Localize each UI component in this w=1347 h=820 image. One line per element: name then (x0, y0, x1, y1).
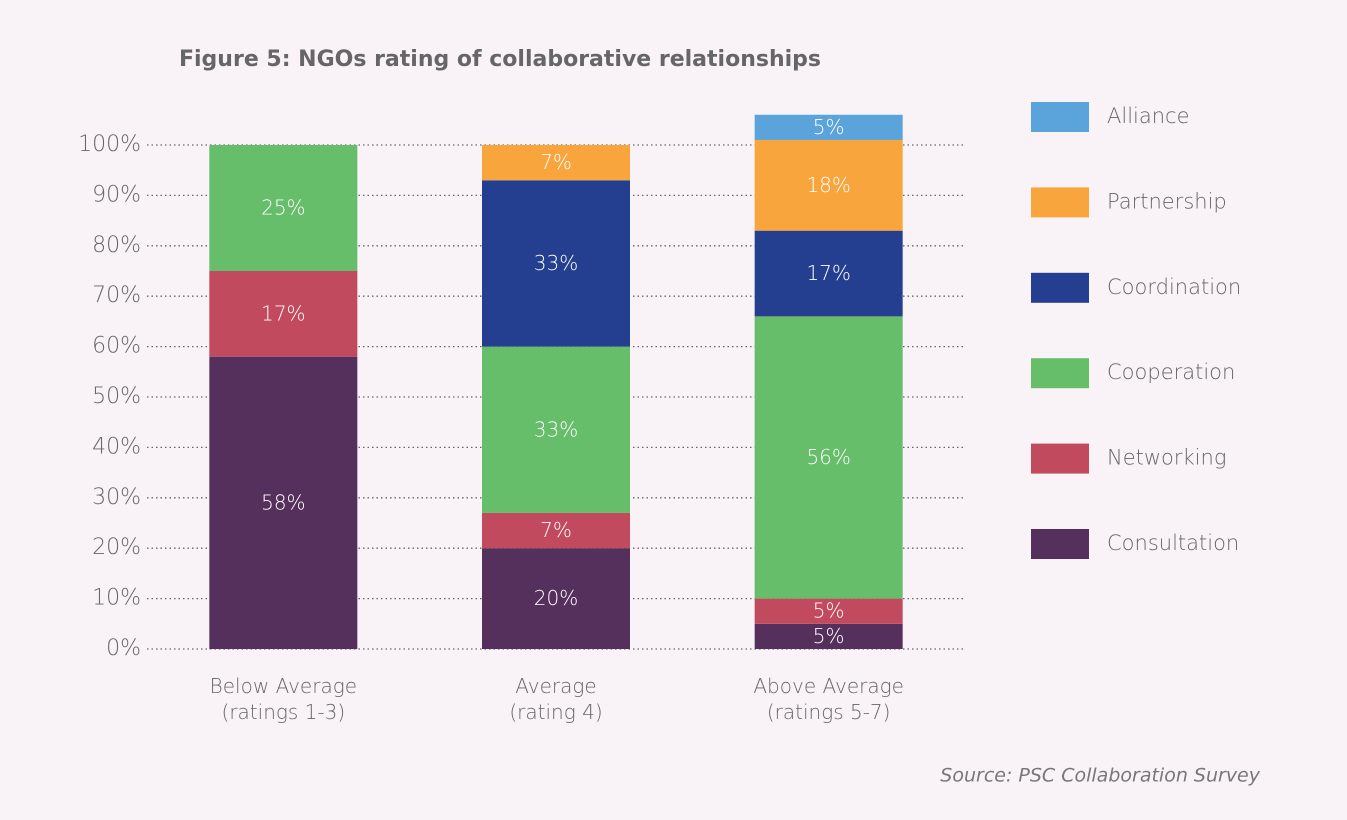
bar-segment (482, 512, 630, 549)
legend-label: Cooperation (1107, 360, 1235, 384)
data-label: 25% (261, 196, 305, 220)
legend-swatch (1031, 102, 1089, 132)
bar-segment (209, 356, 358, 649)
data-label: 7% (540, 150, 572, 174)
bar-segment (209, 271, 358, 357)
y-tick-label: 90% (92, 182, 141, 207)
bar-segment (754, 316, 903, 599)
y-tick-label: 30% (92, 485, 141, 510)
y-tick-label: 70% (92, 283, 141, 308)
legend-label: Coordination (1107, 275, 1241, 299)
source-note: Source: PSC Collaboration Survey (940, 765, 1260, 787)
y-tick-label: 60% (92, 334, 141, 359)
legend-swatch (1031, 272, 1089, 303)
legend-swatch (1031, 358, 1089, 389)
data-label: 7% (540, 518, 572, 542)
data-label: 58% (261, 490, 305, 514)
bar-segment (482, 180, 630, 347)
data-label: 33% (534, 417, 578, 441)
data-label: 18% (806, 173, 850, 197)
legend-label: Consultation (1107, 531, 1239, 555)
data-label: 33% (534, 251, 578, 275)
data-label: 20% (534, 586, 578, 610)
bar-segment (482, 145, 630, 181)
bar-segment (754, 230, 903, 317)
x-tick-label: Below Average (ratings 1-3) (209, 674, 357, 724)
bar-segment (482, 346, 630, 513)
legend-label: Networking (1107, 446, 1226, 470)
bar-segment (754, 623, 903, 649)
legend-swatch (1031, 187, 1089, 218)
data-label: 5% (813, 624, 845, 648)
y-tick-label: 0% (106, 636, 141, 661)
chart-title: Figure 5: NGOs rating of collaborative r… (179, 47, 821, 72)
data-label: 5% (813, 115, 845, 139)
legend-swatch (1031, 529, 1089, 559)
y-tick-label: 20% (92, 535, 141, 560)
bar-segment (754, 598, 903, 624)
legend-label: Alliance (1107, 104, 1190, 128)
y-tick-label: 100% (78, 132, 141, 157)
legend-label: Partnership (1107, 189, 1227, 213)
data-label: 17% (261, 301, 305, 325)
bar-segment (482, 548, 630, 649)
y-tick-label: 10% (92, 586, 141, 611)
y-tick-label: 50% (92, 384, 141, 409)
data-label: 17% (806, 261, 850, 285)
legend-swatch (1031, 443, 1089, 474)
bar-segment (754, 139, 903, 231)
x-tick-label: Above Average (ratings 5-7) (753, 674, 904, 724)
data-label: 5% (813, 599, 845, 623)
x-tick-label: Average (rating 4) (509, 674, 603, 724)
data-label: 56% (806, 445, 850, 469)
bar-segment (209, 145, 358, 271)
bar-segment (754, 114, 903, 140)
y-tick-label: 40% (92, 434, 141, 459)
y-tick-label: 80% (92, 233, 141, 258)
